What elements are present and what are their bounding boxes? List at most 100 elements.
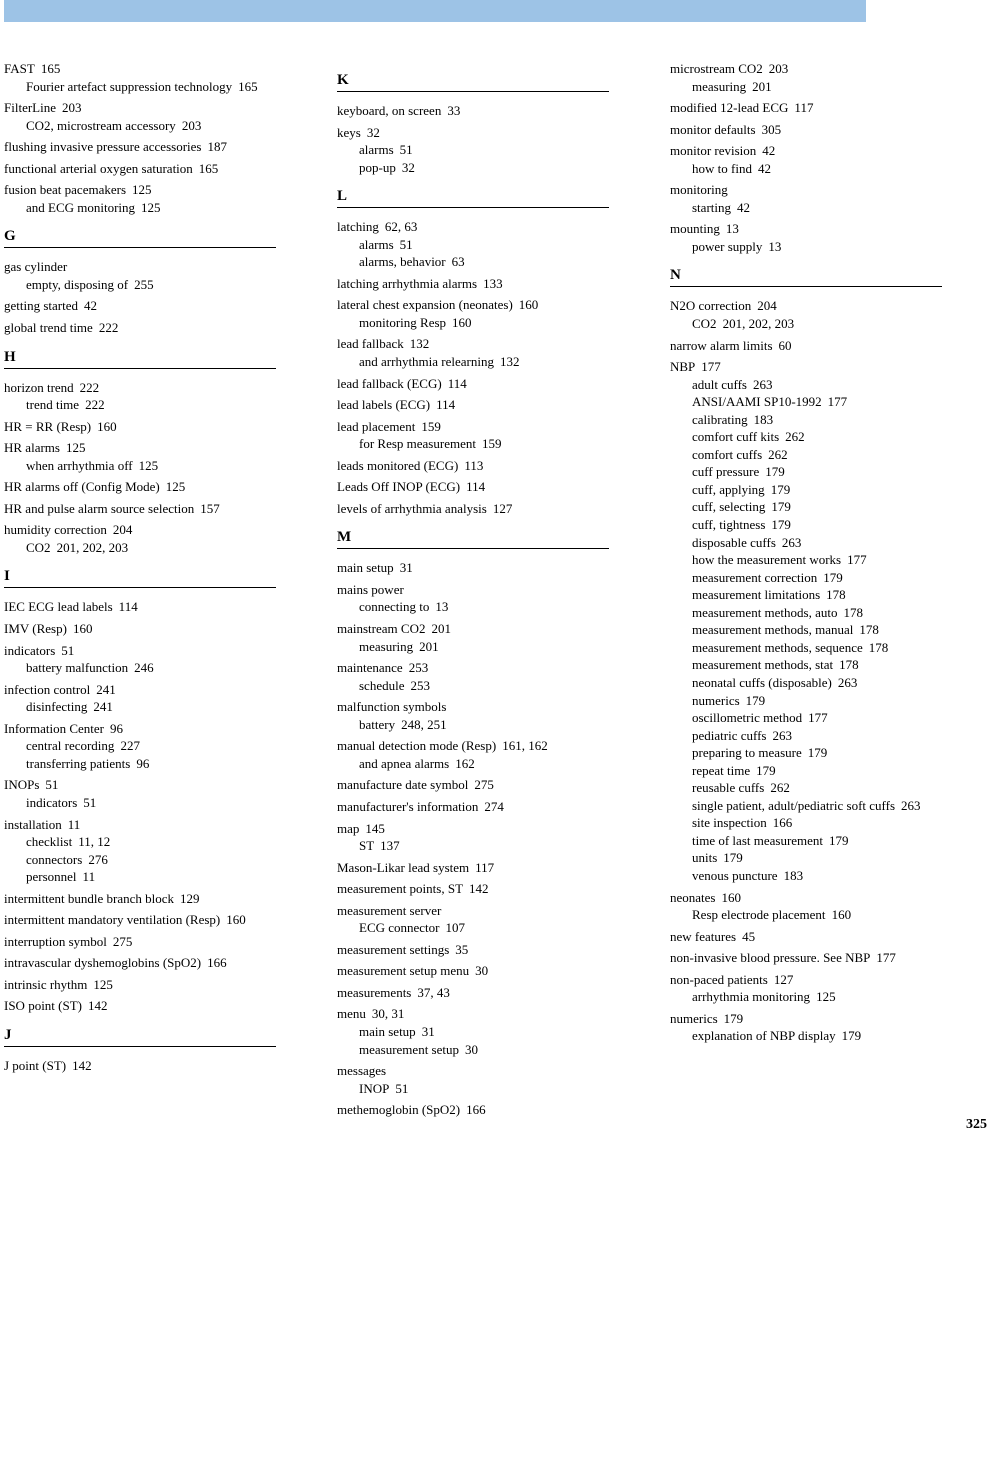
- index-subentry: single patient, adult/pediatric soft cuf…: [670, 797, 965, 815]
- page-ref: 204: [757, 298, 777, 313]
- page-ref: 159: [421, 419, 441, 434]
- index-entry: N2O correction204CO2201, 202, 203: [670, 297, 965, 332]
- page-ref: 62, 63: [385, 219, 418, 234]
- index-term: Information Center96: [4, 720, 299, 738]
- page-ref: 166: [466, 1102, 486, 1117]
- index-term: non-paced patients127: [670, 971, 965, 989]
- page-ref: 179: [746, 693, 766, 708]
- index-subentry: disinfecting241: [4, 698, 299, 716]
- page-ref: 203: [182, 118, 202, 133]
- page-ref: 117: [794, 100, 813, 115]
- index-subentry: ANSI/AAMI SP10-1992177: [670, 393, 965, 411]
- index-subentry: CO2, microstream accessory203: [4, 117, 299, 135]
- page-ref: 178: [859, 622, 879, 637]
- index-term: installation11: [4, 816, 299, 834]
- index-term: fusion beat pacemakers125: [4, 181, 299, 199]
- index-entry: measurement settings35: [337, 941, 632, 959]
- page-ref: 263: [782, 535, 802, 550]
- index-term: manufacturer's information274: [337, 798, 632, 816]
- index-term: methemoglobin (SpO2)166: [337, 1101, 632, 1119]
- index-subentry: oscillometric method177: [670, 709, 965, 727]
- page-ref: 125: [141, 200, 161, 215]
- page-ref: 222: [99, 320, 119, 335]
- page-ref: 30, 31: [372, 1006, 405, 1021]
- index-subentry: measurement correction179: [670, 569, 965, 587]
- page-ref: 183: [754, 412, 774, 427]
- index-entry: fusion beat pacemakers125and ECG monitor…: [4, 181, 299, 216]
- index-subentry: cuff, tightness179: [670, 516, 965, 534]
- index-subentry: ST137: [337, 837, 632, 855]
- page-ref: 276: [88, 852, 108, 867]
- index-subentry: preparing to measure179: [670, 744, 965, 762]
- page-ref: 177: [808, 710, 828, 725]
- index-subentry: measurement setup30: [337, 1041, 632, 1059]
- index-subentry: measuring201: [670, 78, 965, 96]
- page-ref: 162: [455, 756, 475, 771]
- index-entry: flushing invasive pressure accessories18…: [4, 138, 299, 156]
- page-ref: 263: [753, 377, 773, 392]
- index-term: N2O correction204: [670, 297, 965, 315]
- page-ref: 165: [238, 79, 258, 94]
- page-ref: 241: [93, 699, 113, 714]
- page-ref: 13: [768, 239, 781, 254]
- index-term: infection control241: [4, 681, 299, 699]
- index-subentry: schedule253: [337, 677, 632, 695]
- letter-heading-m: M: [337, 529, 632, 546]
- index-entry: non-invasive blood pressure. See NBP177: [670, 949, 965, 967]
- page-ref: 142: [469, 881, 489, 896]
- page-ref: 42: [758, 161, 771, 176]
- page-ref: 125: [139, 458, 159, 473]
- index-entry: manufacturer's information274: [337, 798, 632, 816]
- page-ref: 63: [452, 254, 465, 269]
- index-subentry: how the measurement works177: [670, 551, 965, 569]
- page-ref: 160: [721, 890, 741, 905]
- index-term: flushing invasive pressure accessories18…: [4, 138, 299, 156]
- index-subentry: central recording227: [4, 737, 299, 755]
- letter-heading-l: L: [337, 188, 632, 205]
- page-ref: 13: [726, 221, 739, 236]
- page-ref: 11, 12: [78, 834, 110, 849]
- page-ref: 187: [207, 139, 227, 154]
- header-bar: [4, 0, 866, 22]
- index-subentry: for Resp measurement159: [337, 435, 632, 453]
- page-ref: 133: [483, 276, 503, 291]
- page-ref: 177: [847, 552, 867, 567]
- index-entry: menu30, 31main setup31measurement setup3…: [337, 1005, 632, 1058]
- index-term: measurement points, ST142: [337, 880, 632, 898]
- page-ref: 96: [136, 756, 149, 771]
- index-subentry: and arrhythmia relearning132: [337, 353, 632, 371]
- index-entry: intrinsic rhythm125: [4, 976, 299, 994]
- page-ref: 177: [828, 394, 848, 409]
- index-term: Mason-Likar lead system117: [337, 859, 632, 877]
- page-ref: 177: [701, 359, 721, 374]
- page-ref: 132: [410, 336, 430, 351]
- index-entry: numerics179explanation of NBP display179: [670, 1010, 965, 1045]
- letter-heading-n: N: [670, 267, 965, 284]
- page-ref: 179: [808, 745, 828, 760]
- index-term: new features45: [670, 928, 965, 946]
- page-ref: 253: [409, 660, 429, 675]
- index-entry: monitor defaults305: [670, 121, 965, 139]
- index-term: functional arterial oxygen saturation165: [4, 160, 299, 178]
- index-entry: malfunction symbolsbattery248, 251: [337, 698, 632, 733]
- page-ref: 177: [876, 950, 896, 965]
- page-ref: 107: [446, 920, 466, 935]
- page-ref: 32: [367, 125, 380, 140]
- page-ref: 160: [73, 621, 93, 636]
- page-ref: 42: [737, 200, 750, 215]
- page-ref: 222: [85, 397, 105, 412]
- index-entry: map145ST137: [337, 820, 632, 855]
- index-subentry: empty, disposing of255: [4, 276, 299, 294]
- index-subentry: cuff, selecting179: [670, 498, 965, 516]
- letter-rule: [337, 207, 609, 208]
- index-subentry: and apnea alarms162: [337, 755, 632, 773]
- index-entry: installation11checklist11, 12connectors2…: [4, 816, 299, 886]
- index-subentry: measuring201: [337, 638, 632, 656]
- page-ref: 132: [500, 354, 520, 369]
- index-entry: horizon trend222trend time222: [4, 379, 299, 414]
- index-entry: humidity correction204CO2201, 202, 203: [4, 521, 299, 556]
- index-entry: measurement setup menu30: [337, 962, 632, 980]
- index-subentry: trend time222: [4, 396, 299, 414]
- page-ref: 51: [400, 142, 413, 157]
- index-subentry: transferring patients96: [4, 755, 299, 773]
